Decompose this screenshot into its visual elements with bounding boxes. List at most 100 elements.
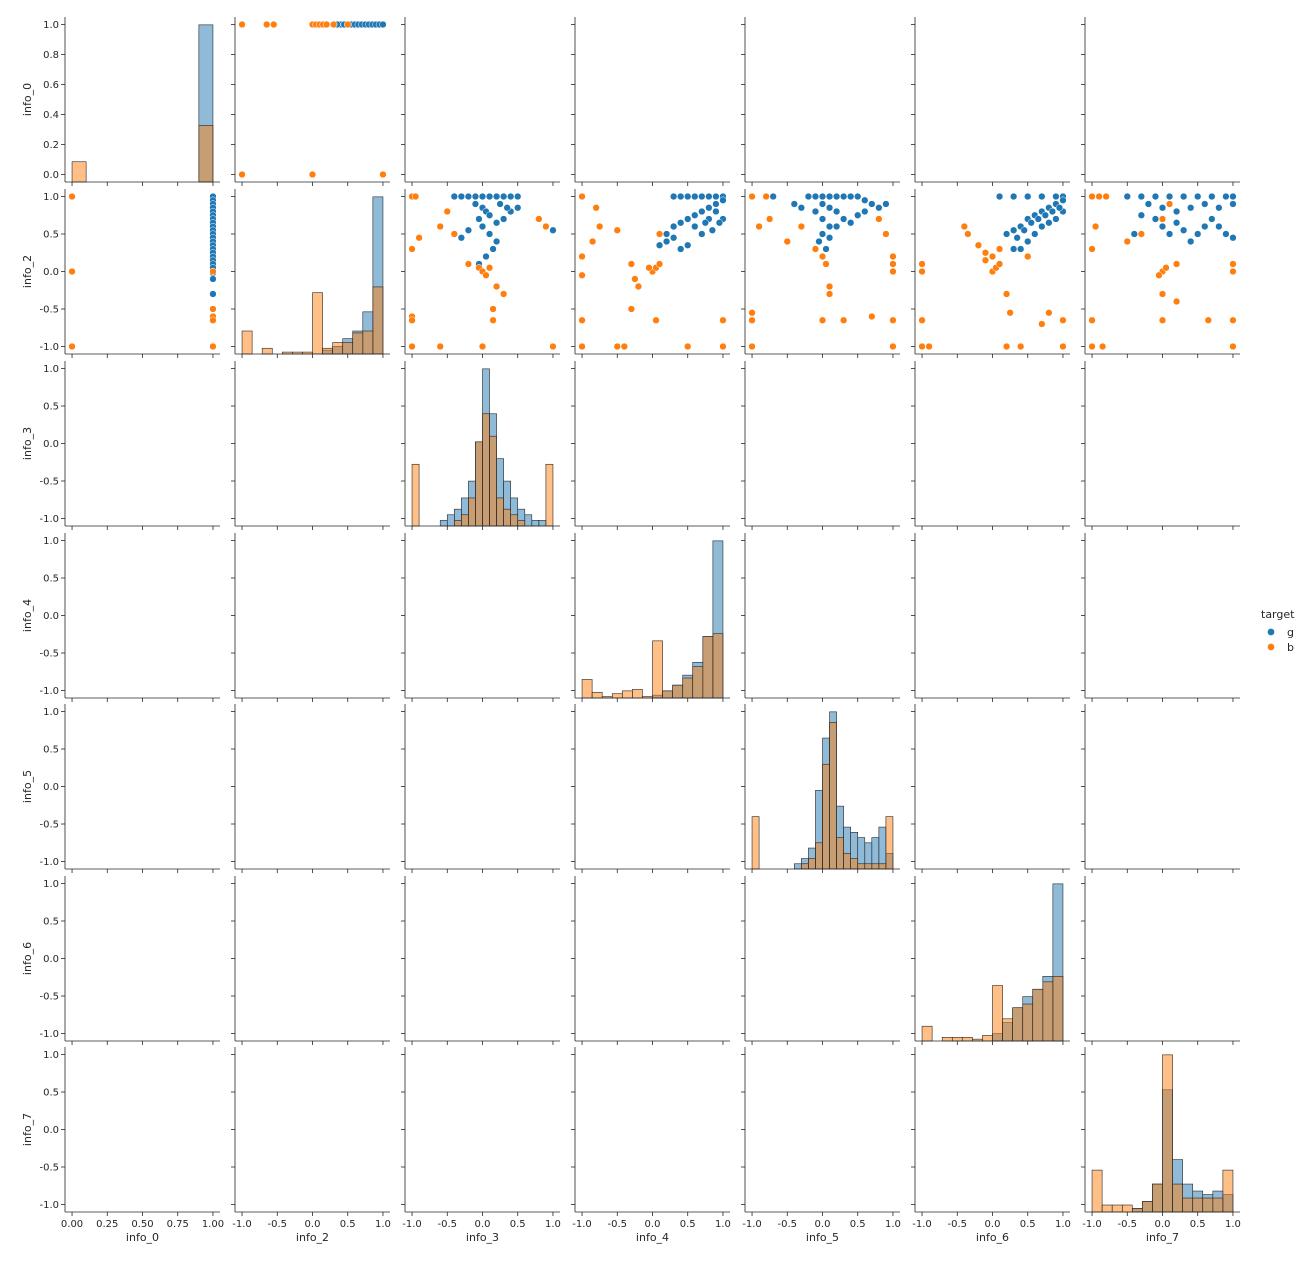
point-b (68, 342, 76, 351)
hist-bar-b (71, 161, 87, 183)
x-tick-label: 1.00 (202, 1219, 224, 1230)
point-g (1187, 204, 1195, 212)
point-g (698, 192, 706, 201)
point-b (596, 222, 604, 231)
point-g (804, 192, 813, 201)
y-tick-label: 0.0 (43, 267, 59, 278)
point-b (379, 170, 387, 179)
y-tick-label: 0.0 (43, 611, 59, 622)
point-b (825, 290, 834, 298)
point-g (811, 192, 820, 201)
point-g (705, 204, 713, 212)
point-b (822, 260, 830, 268)
point-g (464, 192, 473, 201)
hist-bar-g (878, 826, 887, 870)
point-b (613, 226, 621, 234)
point-b (344, 20, 352, 29)
point-g (832, 222, 841, 231)
panel-info_7-vs-info_3: -1.0 -0.5 0.0 0.5 1.0 info_3 (401, 1047, 561, 1244)
point-g (1229, 200, 1237, 208)
point-b (415, 234, 423, 242)
point-g (1041, 211, 1049, 219)
point-g (209, 290, 217, 298)
point-g (1009, 245, 1018, 253)
point-b (1091, 222, 1100, 231)
point-g (1055, 204, 1064, 212)
hist-bar-b (843, 852, 851, 870)
point-g (1059, 196, 1067, 204)
hist-bar-b (372, 286, 384, 355)
point-b (436, 222, 444, 231)
point-b (981, 249, 990, 257)
point-b (209, 267, 217, 276)
panel-info_4-vs-info_5 (741, 533, 900, 702)
hist-bar-b (751, 816, 760, 870)
point-g (854, 211, 862, 219)
hist-bar-b (829, 722, 837, 870)
point-b (411, 192, 420, 201)
point-b (748, 309, 756, 317)
point-b (408, 245, 416, 253)
point-g (1052, 215, 1060, 223)
point-g (1151, 215, 1160, 223)
hist-bar-b (332, 342, 344, 355)
hist-bar-b (702, 636, 714, 699)
point-g (457, 192, 466, 201)
point-g (1165, 230, 1174, 238)
point-g (818, 192, 827, 201)
point-b (882, 230, 890, 238)
point-b (995, 245, 1004, 253)
y-tick-label: 0.5 (43, 1088, 59, 1099)
point-g (995, 192, 1004, 201)
hist-bar-b (475, 441, 483, 527)
hist-bar-b (352, 332, 364, 355)
legend: target gb (1261, 608, 1295, 654)
point-g (1222, 192, 1230, 201)
point-g (1222, 230, 1230, 238)
point-g (1194, 192, 1202, 201)
point-g (818, 230, 827, 238)
y-tick-label: 1.0 (43, 536, 59, 547)
point-g (861, 196, 869, 204)
point-g (818, 200, 827, 208)
point-b (875, 215, 883, 223)
hist-bar-b (672, 684, 684, 699)
point-b (868, 312, 876, 321)
x-tick-label: -1.0 (572, 1219, 592, 1230)
hist-bar-b (982, 1035, 993, 1042)
point-g (1024, 192, 1032, 201)
y-tick-label: 0.8 (43, 50, 59, 61)
panel-info_4-vs-info_4 (571, 533, 730, 702)
point-b (655, 260, 664, 268)
point-b (542, 222, 550, 231)
point-g (1013, 234, 1021, 242)
point-g (839, 192, 848, 201)
point-b (964, 230, 972, 238)
panel-info_3-vs-info_0: -1.0 -0.5 0.0 0.5 1.0 info_3 (21, 361, 220, 530)
point-g (499, 215, 508, 223)
point-g (669, 192, 678, 201)
hist-bar-b (261, 347, 273, 355)
point-b (408, 316, 416, 324)
point-g (662, 237, 671, 246)
point-b (634, 282, 643, 291)
hist-bar-b (496, 497, 504, 527)
point-g (507, 192, 515, 201)
hist-bar-b (342, 342, 354, 355)
point-b (499, 290, 508, 298)
panel-info_2-vs-info_4 (571, 189, 730, 358)
hist-bar-b (1052, 975, 1064, 1042)
x-tick-label: 1.0 (375, 1219, 391, 1230)
point-b (1006, 309, 1014, 317)
hist-bar-b (510, 514, 519, 527)
point-b (485, 264, 494, 272)
point-b (209, 316, 217, 324)
point-g (684, 241, 692, 249)
point-g (719, 196, 727, 204)
point-b (238, 20, 246, 29)
panel-info_5-vs-info_3 (401, 704, 560, 873)
point-b (482, 271, 490, 279)
panel-info_3-vs-info_7 (1081, 361, 1240, 530)
point-g (698, 207, 706, 216)
